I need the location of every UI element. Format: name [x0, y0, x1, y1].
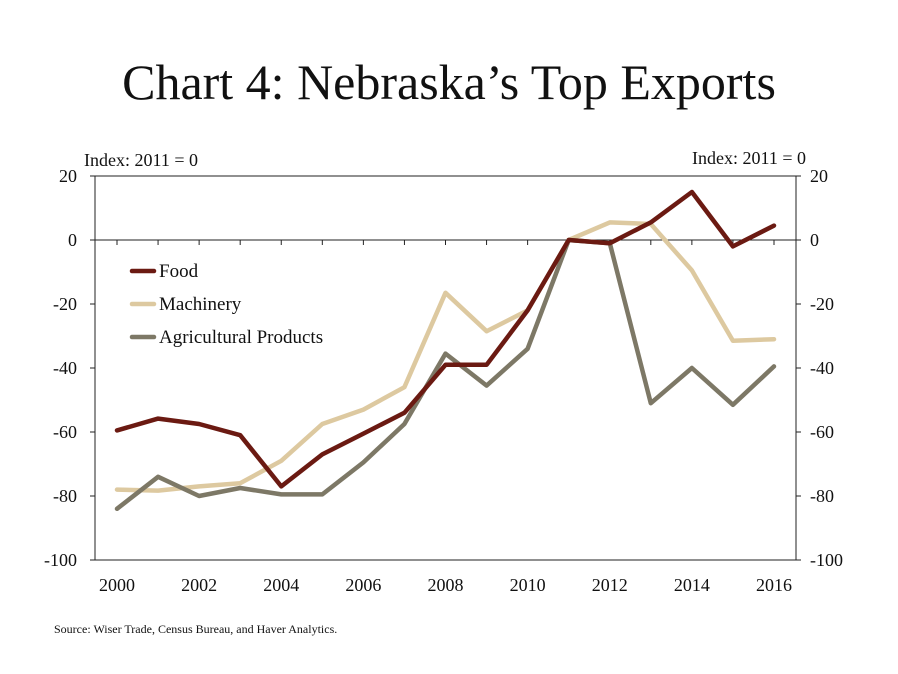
right-y-tick-label: -100 — [810, 550, 843, 570]
left-y-tick-label: 0 — [68, 230, 77, 250]
left-y-tick-label: 20 — [59, 166, 77, 186]
left-y-tick-label: -40 — [53, 358, 77, 378]
x-tick-label: 2012 — [592, 575, 628, 595]
chart-title: Chart 4: Nebraska’s Top Exports — [122, 54, 776, 110]
x-tick-label: 2010 — [510, 575, 546, 595]
legend-label-machinery: Machinery — [159, 294, 242, 315]
right-axis-unit-label: Index: 2011 = 0 — [692, 148, 806, 168]
legend-label-food: Food — [159, 261, 199, 282]
x-tick-label: 2000 — [99, 575, 135, 595]
source-note: Source: Wiser Trade, Census Bureau, and … — [54, 622, 338, 636]
legend: Food Machinery Agricultural Products — [129, 261, 323, 348]
right-y-tick-label: -20 — [810, 294, 834, 314]
left-axis-unit-label: Index: 2011 = 0 — [84, 150, 198, 170]
x-tick-label: 2004 — [263, 575, 299, 595]
x-tick-label: 2006 — [345, 575, 381, 595]
series-line-food — [114, 189, 777, 489]
tick-labels: 20 200 0-20 -20-40 -40-60 -60-80 -80-100 -10020… — [44, 166, 843, 595]
left-y-tick-label: -20 — [53, 294, 77, 314]
right-y-tick-label: 0 — [810, 230, 819, 250]
x-tick-label: 2008 — [428, 575, 464, 595]
right-y-tick-label: -40 — [810, 358, 834, 378]
right-y-tick-label: -80 — [810, 486, 834, 506]
chart-axes — [90, 175, 801, 561]
left-y-tick-label: -60 — [53, 422, 77, 442]
legend-label-agricultural: Agricultural Products — [159, 327, 323, 348]
series-line-agricultural — [114, 237, 777, 512]
right-y-tick-label: -60 — [810, 422, 834, 442]
x-tick-label: 2014 — [674, 575, 710, 595]
left-y-tick-label: -100 — [44, 550, 77, 570]
right-y-tick-label: 20 — [810, 166, 828, 186]
series-lines — [114, 189, 777, 512]
x-tick-label: 2016 — [756, 575, 792, 595]
x-tick-label: 2002 — [181, 575, 217, 595]
left-y-tick-label: -80 — [53, 486, 77, 506]
series-line-machinery — [114, 220, 777, 493]
